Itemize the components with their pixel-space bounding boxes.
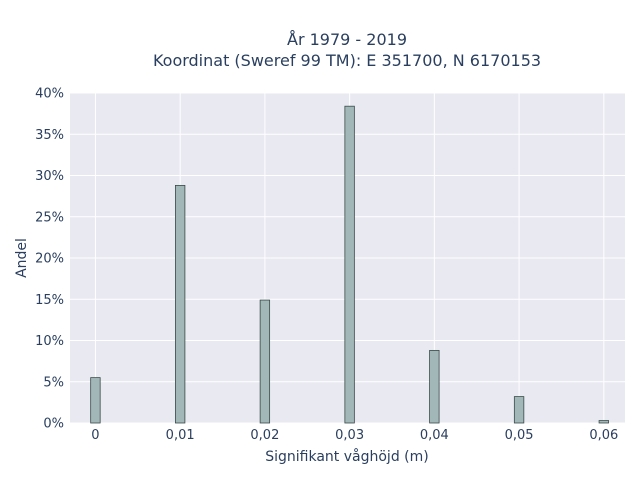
chart-title-line1: År 1979 - 2019 [287, 30, 407, 49]
x-tick-label: 0,01 [166, 428, 195, 443]
histogram-bar [429, 349, 440, 424]
chart-title-line2: Koordinat (Sweref 99 TM): E 351700, N 61… [153, 51, 541, 70]
y-tick-label: 30% [35, 169, 64, 184]
x-axis-title: Signifikant våghöjd (m) [265, 448, 428, 465]
y-axis-title: Andel [14, 238, 30, 278]
bars [90, 105, 609, 424]
y-tick-label: 40% [35, 87, 64, 102]
histogram-bar [90, 377, 101, 424]
y-tick-label: 15% [35, 293, 64, 308]
x-tick-label: 0,03 [335, 428, 364, 443]
x-tick-label: 0,02 [250, 428, 279, 443]
x-tick-label: 0 [91, 428, 99, 443]
x-tick-label: 0,04 [420, 428, 449, 443]
y-axis-ticks: 0% 5% 10% 15% 20% 25% 30% 35% 40% [35, 87, 64, 432]
x-tick-label: 0,06 [589, 428, 618, 443]
x-axis-ticks: 0 0,01 0,02 0,03 0,04 0,05 0,06 [91, 428, 618, 443]
y-tick-label: 0% [43, 417, 64, 432]
histogram-bar [344, 105, 355, 424]
histogram-bar [598, 420, 609, 424]
x-tick-label: 0,05 [505, 428, 534, 443]
y-tick-label: 5% [43, 375, 64, 390]
histogram-bar [513, 396, 525, 424]
histogram-bar [259, 299, 271, 424]
y-tick-label: 20% [35, 252, 64, 267]
histogram-bar [175, 184, 186, 424]
y-tick-label: 10% [35, 334, 64, 349]
y-tick-label: 35% [35, 128, 64, 143]
y-tick-label: 25% [35, 210, 64, 225]
